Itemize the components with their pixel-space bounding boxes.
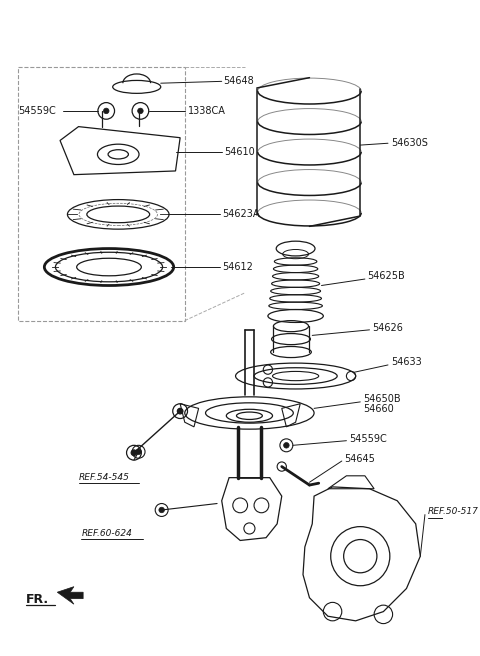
- Circle shape: [136, 449, 141, 455]
- Text: 54610: 54610: [225, 148, 255, 157]
- Text: 54612: 54612: [223, 262, 253, 272]
- Text: FR.: FR.: [26, 593, 49, 606]
- Polygon shape: [57, 586, 83, 604]
- Text: 54626: 54626: [372, 323, 403, 333]
- Text: 54633: 54633: [391, 357, 421, 367]
- Text: 54630S: 54630S: [391, 138, 428, 148]
- Text: REF.54-545: REF.54-545: [79, 473, 130, 482]
- Circle shape: [284, 443, 289, 448]
- Text: 54625B: 54625B: [368, 272, 406, 281]
- Text: REF.50-517: REF.50-517: [428, 507, 479, 516]
- Text: 54559C: 54559C: [18, 106, 56, 116]
- Text: 54648: 54648: [224, 76, 254, 87]
- Circle shape: [131, 450, 137, 455]
- Circle shape: [159, 507, 165, 513]
- Circle shape: [138, 108, 143, 113]
- Text: 54623A: 54623A: [223, 209, 260, 219]
- Text: 54559C: 54559C: [349, 434, 387, 444]
- Circle shape: [178, 409, 183, 414]
- Text: 54660: 54660: [363, 404, 394, 415]
- Text: 54645: 54645: [345, 454, 375, 464]
- Text: REF.60-624: REF.60-624: [81, 529, 132, 537]
- Text: 54650B: 54650B: [363, 394, 401, 404]
- Text: 1338CA: 1338CA: [189, 106, 227, 116]
- Circle shape: [104, 108, 109, 113]
